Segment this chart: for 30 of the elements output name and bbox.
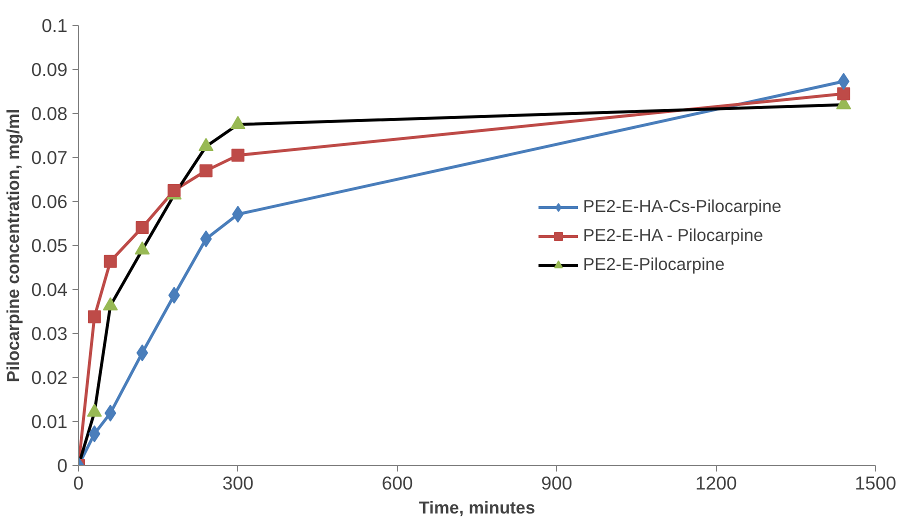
y-tick-label: 0.1 — [42, 15, 68, 36]
y-tick-label: 0 — [57, 455, 68, 476]
x-tick-label: 900 — [541, 472, 572, 494]
legend-label: PE2-E-HA-Cs-Pilocarpine — [583, 196, 782, 217]
y-tick-label: 0.02 — [31, 367, 68, 388]
y-tick-label: 0.03 — [31, 323, 68, 344]
y-tick-label: 0.09 — [31, 59, 68, 80]
y-tick-label: 0.08 — [31, 103, 68, 124]
y-tick-label: 0.01 — [31, 411, 68, 432]
point — [231, 148, 244, 162]
x-tick-label: 1500 — [854, 472, 896, 494]
point — [88, 310, 101, 324]
point — [104, 254, 117, 268]
x-tick-label: 1200 — [695, 472, 737, 494]
point — [168, 184, 181, 197]
legend-label: PE2-E-HA - Pilocarpine — [583, 225, 764, 246]
legend-label: PE2-E-Pilocarpine — [583, 254, 725, 275]
x-tick-label: 0 — [73, 472, 84, 494]
point — [136, 220, 149, 234]
point — [837, 87, 850, 100]
y-tick-label: 0.07 — [31, 147, 68, 168]
x-tick-label: 600 — [382, 472, 413, 494]
x-axis-title: Time, minutes — [418, 498, 536, 518]
point — [136, 344, 148, 362]
y-tick-label: 0.04 — [31, 279, 68, 300]
y-axis-title: Pilocarpine concentration, mg/ml — [3, 108, 24, 382]
y-tick-label: 0.06 — [31, 191, 68, 212]
x-tick-label: 300 — [222, 472, 254, 494]
y-tick-label: 0.05 — [31, 235, 68, 256]
point — [200, 164, 213, 178]
